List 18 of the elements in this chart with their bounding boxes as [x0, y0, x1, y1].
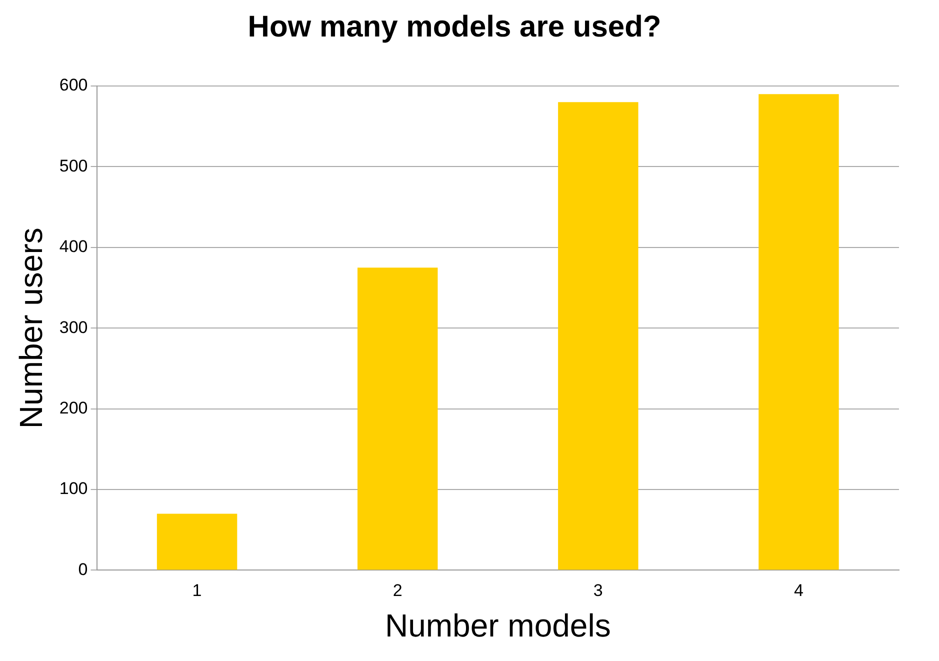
y-tick-label: 200: [59, 398, 88, 418]
chart-title: How many models are used?: [248, 10, 662, 44]
bar: [758, 94, 839, 570]
x-tick-label: 4: [794, 581, 804, 600]
bar: [558, 102, 638, 570]
x-tick-label: 3: [593, 581, 603, 600]
y-tick-label: 100: [59, 479, 88, 498]
x-tick-label: 2: [392, 581, 402, 600]
x-tick-label: 1: [192, 581, 202, 600]
y-tick-label: 400: [59, 237, 88, 256]
y-axis-title: Number users: [13, 228, 50, 429]
y-tick-label: 500: [59, 156, 88, 176]
y-tick-label: 0: [78, 560, 88, 579]
y-tick-label: 600: [59, 76, 88, 95]
bar: [156, 514, 238, 570]
bar: [357, 268, 438, 570]
y-tick-label: 300: [59, 318, 88, 337]
x-axis-title: Number models: [384, 608, 611, 644]
